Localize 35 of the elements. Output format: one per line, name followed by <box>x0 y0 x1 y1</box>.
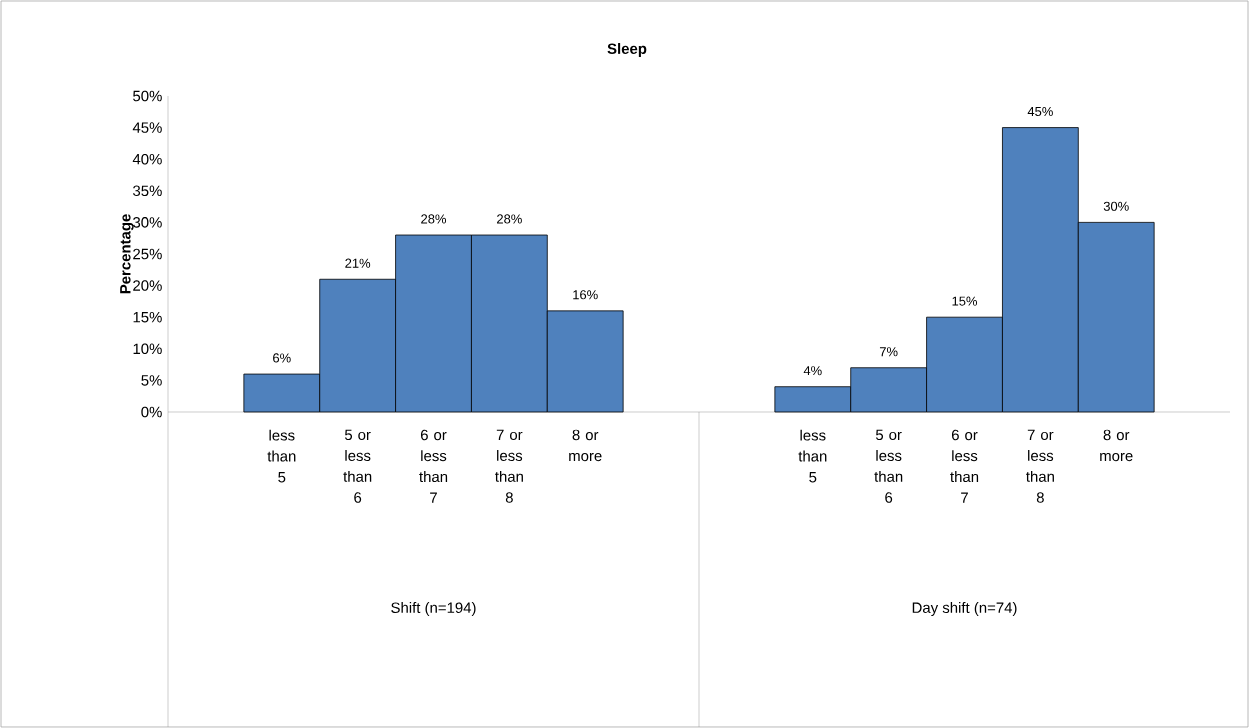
y-tick-label: 40% <box>132 153 162 165</box>
x-tick-label: 6 or less than 7 <box>419 429 448 503</box>
x-tick-label: less than 5 <box>267 429 296 483</box>
chart-title: Sleep <box>607 43 647 57</box>
x-tick-label: 8 or more <box>1100 429 1133 462</box>
data-label: 7% <box>879 347 898 357</box>
x-tick-label: 7 or less than 8 <box>495 429 523 503</box>
y-axis-title: Percentage <box>120 214 134 294</box>
data-label: 4% <box>803 366 822 376</box>
data-label: 28% <box>421 214 447 224</box>
x-tick-label: 6 or less than 7 <box>950 429 979 503</box>
x-tick-label: 7 or less than 8 <box>1026 429 1054 503</box>
text: Shift (n=194) <box>391 602 476 616</box>
y-tick-label: 5% <box>141 375 162 386</box>
data-label: 6% <box>273 353 291 363</box>
y-tick-label: 35% <box>133 185 162 197</box>
data-label: 16% <box>573 290 598 300</box>
x-tick-label: 5 or less than 6 <box>874 429 903 503</box>
y-tick-label: 25% <box>133 248 162 260</box>
text: Day shift (n=74) <box>912 602 1017 616</box>
data-label: 30% <box>1103 201 1129 211</box>
y-tick-label: 45% <box>132 122 162 133</box>
x-tick-label: 5 or less than 6 <box>343 429 372 503</box>
y-tick-label: 50% <box>133 90 162 102</box>
y-tick-label: 30% <box>133 217 162 228</box>
y-tick-label: 10% <box>133 343 162 355</box>
y-tick-label: 0% <box>141 406 162 418</box>
data-label: 15% <box>952 296 978 306</box>
data-label: 28% <box>497 214 522 224</box>
x-tick-label: 8 or more <box>569 429 602 462</box>
x-tick-label: less than 5 <box>798 429 827 483</box>
data-label: 45% <box>1027 106 1053 117</box>
y-tick-label: 15% <box>133 311 162 323</box>
y-tick-label: 20% <box>133 280 162 291</box>
data-label: 21% <box>345 258 371 268</box>
